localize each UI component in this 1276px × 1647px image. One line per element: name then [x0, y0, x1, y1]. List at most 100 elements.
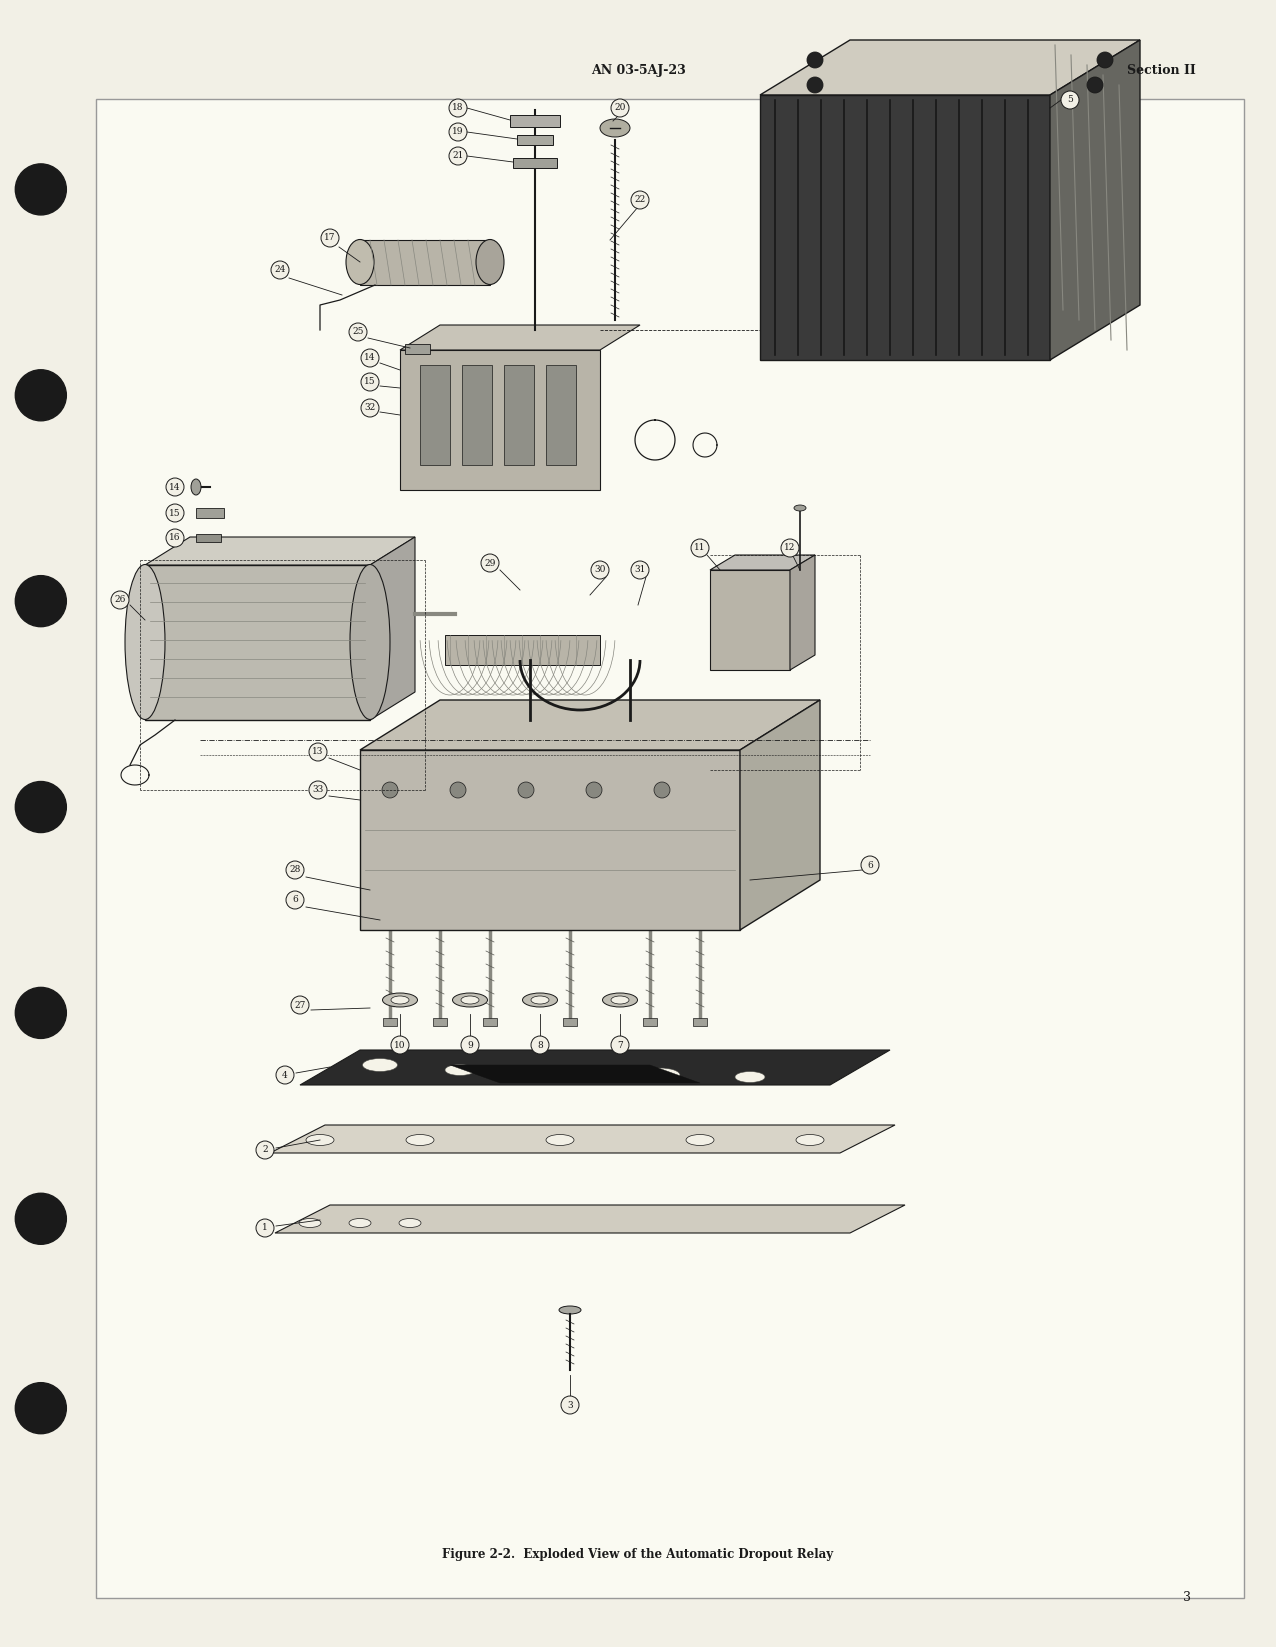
- Ellipse shape: [794, 506, 806, 511]
- Text: 13: 13: [313, 748, 324, 756]
- Text: 11: 11: [694, 544, 706, 552]
- Text: Figure 2-2.  Exploded View of the Automatic Dropout Relay: Figure 2-2. Exploded View of the Automat…: [443, 1548, 833, 1561]
- Circle shape: [256, 1141, 274, 1159]
- Polygon shape: [399, 324, 641, 351]
- Circle shape: [361, 349, 379, 367]
- Text: 15: 15: [170, 509, 181, 517]
- Polygon shape: [360, 700, 820, 749]
- Circle shape: [15, 1194, 66, 1243]
- Text: 20: 20: [614, 104, 625, 112]
- Circle shape: [350, 323, 367, 341]
- Circle shape: [361, 372, 379, 390]
- Ellipse shape: [390, 996, 410, 1005]
- Text: 6: 6: [292, 896, 297, 904]
- Polygon shape: [276, 1206, 905, 1234]
- Text: 6: 6: [868, 860, 873, 870]
- Circle shape: [15, 988, 66, 1038]
- Text: 3: 3: [568, 1400, 573, 1410]
- Circle shape: [15, 576, 66, 626]
- Ellipse shape: [350, 1219, 371, 1227]
- Text: 12: 12: [785, 544, 796, 552]
- Ellipse shape: [735, 1072, 766, 1082]
- Ellipse shape: [540, 1066, 581, 1080]
- Text: AN 03-5AJ-23: AN 03-5AJ-23: [591, 64, 685, 77]
- Circle shape: [390, 1036, 410, 1054]
- Circle shape: [15, 371, 66, 420]
- Text: 31: 31: [634, 565, 646, 575]
- Text: 10: 10: [394, 1041, 406, 1049]
- Circle shape: [1062, 91, 1079, 109]
- Ellipse shape: [476, 239, 504, 285]
- Text: 8: 8: [537, 1041, 542, 1049]
- Ellipse shape: [445, 1064, 475, 1075]
- Text: 26: 26: [115, 596, 126, 604]
- Circle shape: [461, 1036, 478, 1054]
- Polygon shape: [450, 1066, 701, 1084]
- Text: 30: 30: [595, 565, 606, 575]
- Bar: [145, 565, 370, 720]
- Bar: [360, 240, 490, 285]
- Circle shape: [309, 743, 327, 761]
- Circle shape: [481, 553, 499, 572]
- Bar: [445, 636, 600, 665]
- Bar: [360, 749, 740, 931]
- Circle shape: [15, 1383, 66, 1433]
- Bar: [513, 158, 558, 168]
- Text: 25: 25: [352, 328, 364, 336]
- Bar: [197, 507, 225, 519]
- Bar: [433, 1018, 447, 1026]
- Polygon shape: [370, 537, 415, 720]
- Circle shape: [1097, 53, 1113, 68]
- Bar: [521, 718, 641, 736]
- Ellipse shape: [600, 119, 630, 137]
- Ellipse shape: [399, 1219, 421, 1227]
- Circle shape: [256, 1219, 274, 1237]
- Text: 3: 3: [1183, 1591, 1191, 1604]
- Circle shape: [449, 124, 467, 142]
- Circle shape: [382, 782, 398, 799]
- Polygon shape: [709, 555, 815, 570]
- Ellipse shape: [602, 993, 638, 1006]
- Ellipse shape: [641, 1067, 680, 1082]
- Polygon shape: [760, 40, 1139, 96]
- Circle shape: [111, 591, 129, 609]
- Text: 29: 29: [485, 558, 495, 568]
- Text: 32: 32: [365, 404, 375, 412]
- Ellipse shape: [383, 993, 417, 1006]
- Polygon shape: [300, 1051, 889, 1085]
- Ellipse shape: [362, 1059, 398, 1072]
- Text: 15: 15: [364, 377, 376, 387]
- Bar: [504, 366, 533, 464]
- Circle shape: [655, 782, 670, 799]
- Circle shape: [271, 260, 288, 278]
- Ellipse shape: [350, 565, 390, 720]
- Circle shape: [586, 782, 602, 799]
- Bar: [510, 115, 560, 127]
- Text: 24: 24: [274, 265, 286, 275]
- Ellipse shape: [522, 993, 558, 1006]
- Circle shape: [166, 529, 184, 547]
- Polygon shape: [740, 700, 820, 931]
- Bar: [420, 366, 450, 464]
- Circle shape: [276, 1066, 293, 1084]
- Ellipse shape: [461, 996, 478, 1005]
- Ellipse shape: [191, 479, 202, 496]
- Ellipse shape: [346, 239, 374, 285]
- Text: 33: 33: [313, 786, 324, 794]
- Text: 4: 4: [282, 1071, 288, 1079]
- Bar: [563, 1018, 577, 1026]
- Text: 14: 14: [364, 354, 375, 362]
- Circle shape: [531, 1036, 549, 1054]
- Circle shape: [806, 77, 823, 92]
- Polygon shape: [760, 96, 1050, 361]
- Circle shape: [450, 782, 466, 799]
- Circle shape: [286, 861, 304, 879]
- Text: 9: 9: [467, 1041, 473, 1049]
- Circle shape: [611, 99, 629, 117]
- Circle shape: [1087, 77, 1102, 92]
- Text: 19: 19: [452, 127, 463, 137]
- Circle shape: [166, 504, 184, 522]
- Circle shape: [309, 781, 327, 799]
- Ellipse shape: [306, 1135, 334, 1146]
- Ellipse shape: [406, 1135, 434, 1146]
